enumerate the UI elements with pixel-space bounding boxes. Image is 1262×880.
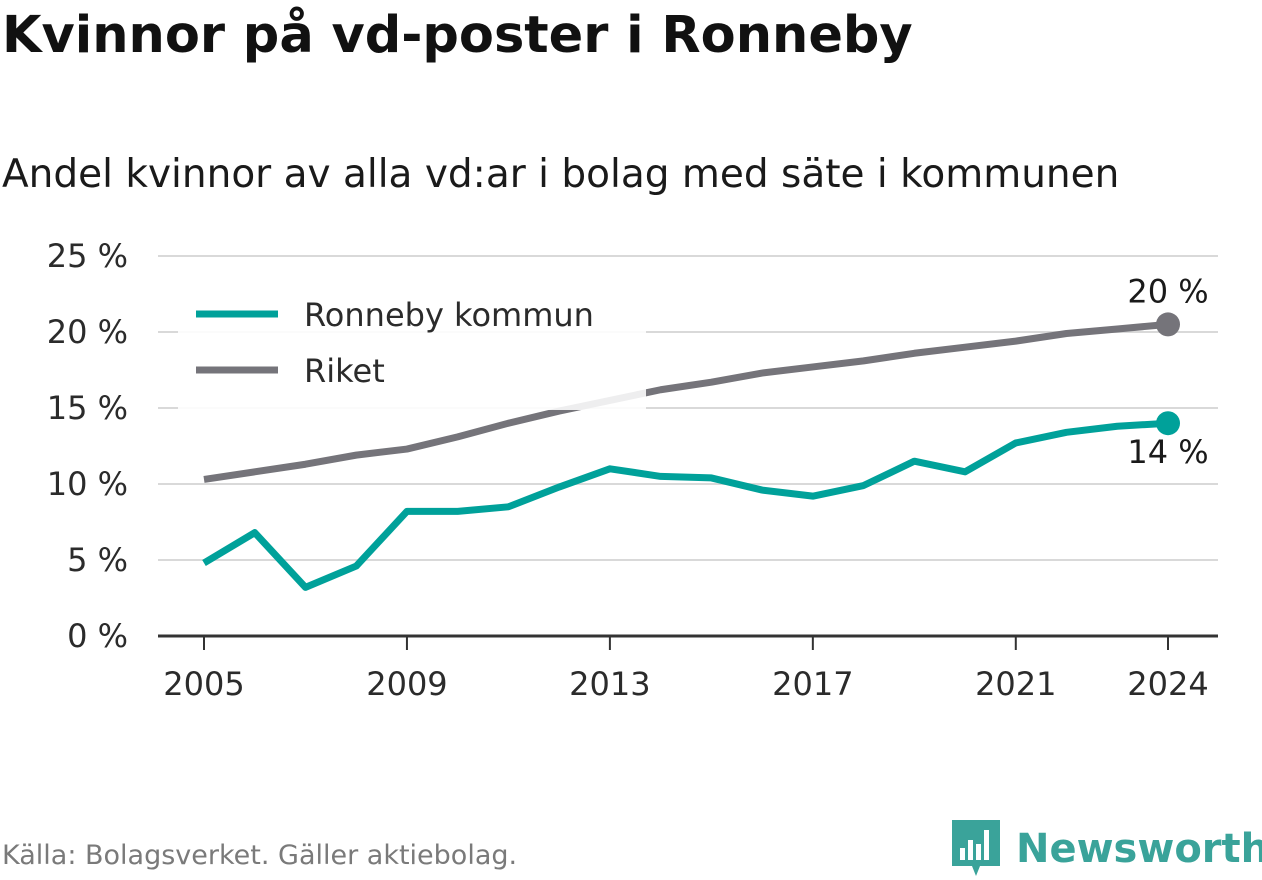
series-endpoints: 14 % 20 % bbox=[1127, 272, 1208, 471]
x-tick-label: 2021 bbox=[975, 665, 1056, 703]
x-tick-label: 2017 bbox=[772, 665, 853, 703]
y-axis-ticks: 0 % 5 % 10 % 15 % 20 % 25 % bbox=[47, 237, 128, 655]
end-label-ronneby-kommun: 14 % bbox=[1127, 433, 1208, 471]
legend-label-riket: Riket bbox=[304, 352, 385, 390]
series-line-riket bbox=[203, 320, 1169, 483]
endpoint-ronneby-kommun bbox=[1156, 411, 1180, 436]
y-tick-label: 25 % bbox=[47, 237, 128, 275]
y-tick-label: 5 % bbox=[67, 541, 128, 579]
x-tick-label: 2005 bbox=[163, 665, 244, 703]
y-tick-label: 15 % bbox=[47, 389, 128, 427]
x-tick-label: 2009 bbox=[366, 665, 447, 703]
legend: Ronneby kommun Riket bbox=[178, 288, 646, 410]
chart-title: Kvinnor på vd-poster i Ronneby bbox=[2, 6, 913, 65]
end-label-riket: 20 % bbox=[1127, 272, 1208, 310]
endpoint-riket bbox=[1156, 312, 1180, 337]
line-chart: 0 %5 %10 %15 %20 %25 % 2005 2009 2013 2017 2… bbox=[47, 237, 1218, 703]
y-tick-label: 0 % bbox=[67, 617, 128, 655]
x-tick-label: 2024 bbox=[1127, 665, 1208, 703]
legend-label-ronneby: Ronneby kommun bbox=[304, 296, 594, 334]
series-lines bbox=[202, 320, 1169, 591]
source-note: Källa: Bolagsverket. Gäller aktiebolag. bbox=[2, 840, 518, 871]
grid-lines bbox=[158, 255, 1218, 638]
chart-subtitle: Andel kvinnor av alla vd:ar i bolag med … bbox=[2, 152, 1120, 197]
x-axis-ticks: 2005 2009 2013 2017 2021 2024 bbox=[163, 636, 1209, 703]
y-tick-label: 20 % bbox=[47, 313, 128, 351]
newsworthy-logo-icon bbox=[952, 820, 1000, 876]
y-tick-label: 10 % bbox=[47, 465, 128, 503]
x-tick-label: 2013 bbox=[569, 665, 650, 703]
legend-background bbox=[178, 288, 646, 410]
brand-name: Newsworthy bbox=[1016, 826, 1262, 872]
newsworthy-brand: Newsworthy bbox=[950, 818, 1262, 880]
series-line-ronneby-kommun bbox=[202, 419, 1169, 591]
